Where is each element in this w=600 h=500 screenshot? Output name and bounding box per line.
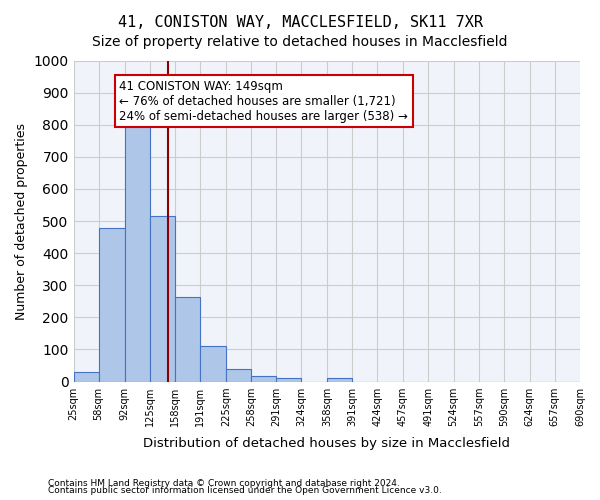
Text: Size of property relative to detached houses in Macclesfield: Size of property relative to detached ho…	[92, 35, 508, 49]
Bar	[175, 297, 200, 382]
Text: 41 CONISTON WAY: 149sqm
← 76% of detached houses are smaller (1,721)
24% of semi: 41 CONISTON WAY: 149sqm ← 76% of detache…	[119, 80, 408, 123]
Bar	[276, 378, 301, 382]
Bar	[226, 370, 251, 382]
X-axis label: Distribution of detached houses by size in Macclesfield: Distribution of detached houses by size …	[143, 437, 510, 450]
Bar	[98, 228, 125, 382]
Text: Contains public sector information licensed under the Open Government Licence v3: Contains public sector information licen…	[48, 486, 442, 495]
Bar	[74, 372, 98, 382]
Bar	[125, 118, 150, 382]
Bar	[327, 378, 352, 382]
Bar	[150, 216, 175, 382]
Bar	[200, 346, 226, 382]
Text: 41, CONISTON WAY, MACCLESFIELD, SK11 7XR: 41, CONISTON WAY, MACCLESFIELD, SK11 7XR	[118, 15, 482, 30]
Y-axis label: Number of detached properties: Number of detached properties	[15, 122, 28, 320]
Text: Contains HM Land Registry data © Crown copyright and database right 2024.: Contains HM Land Registry data © Crown c…	[48, 478, 400, 488]
Bar	[251, 376, 276, 382]
